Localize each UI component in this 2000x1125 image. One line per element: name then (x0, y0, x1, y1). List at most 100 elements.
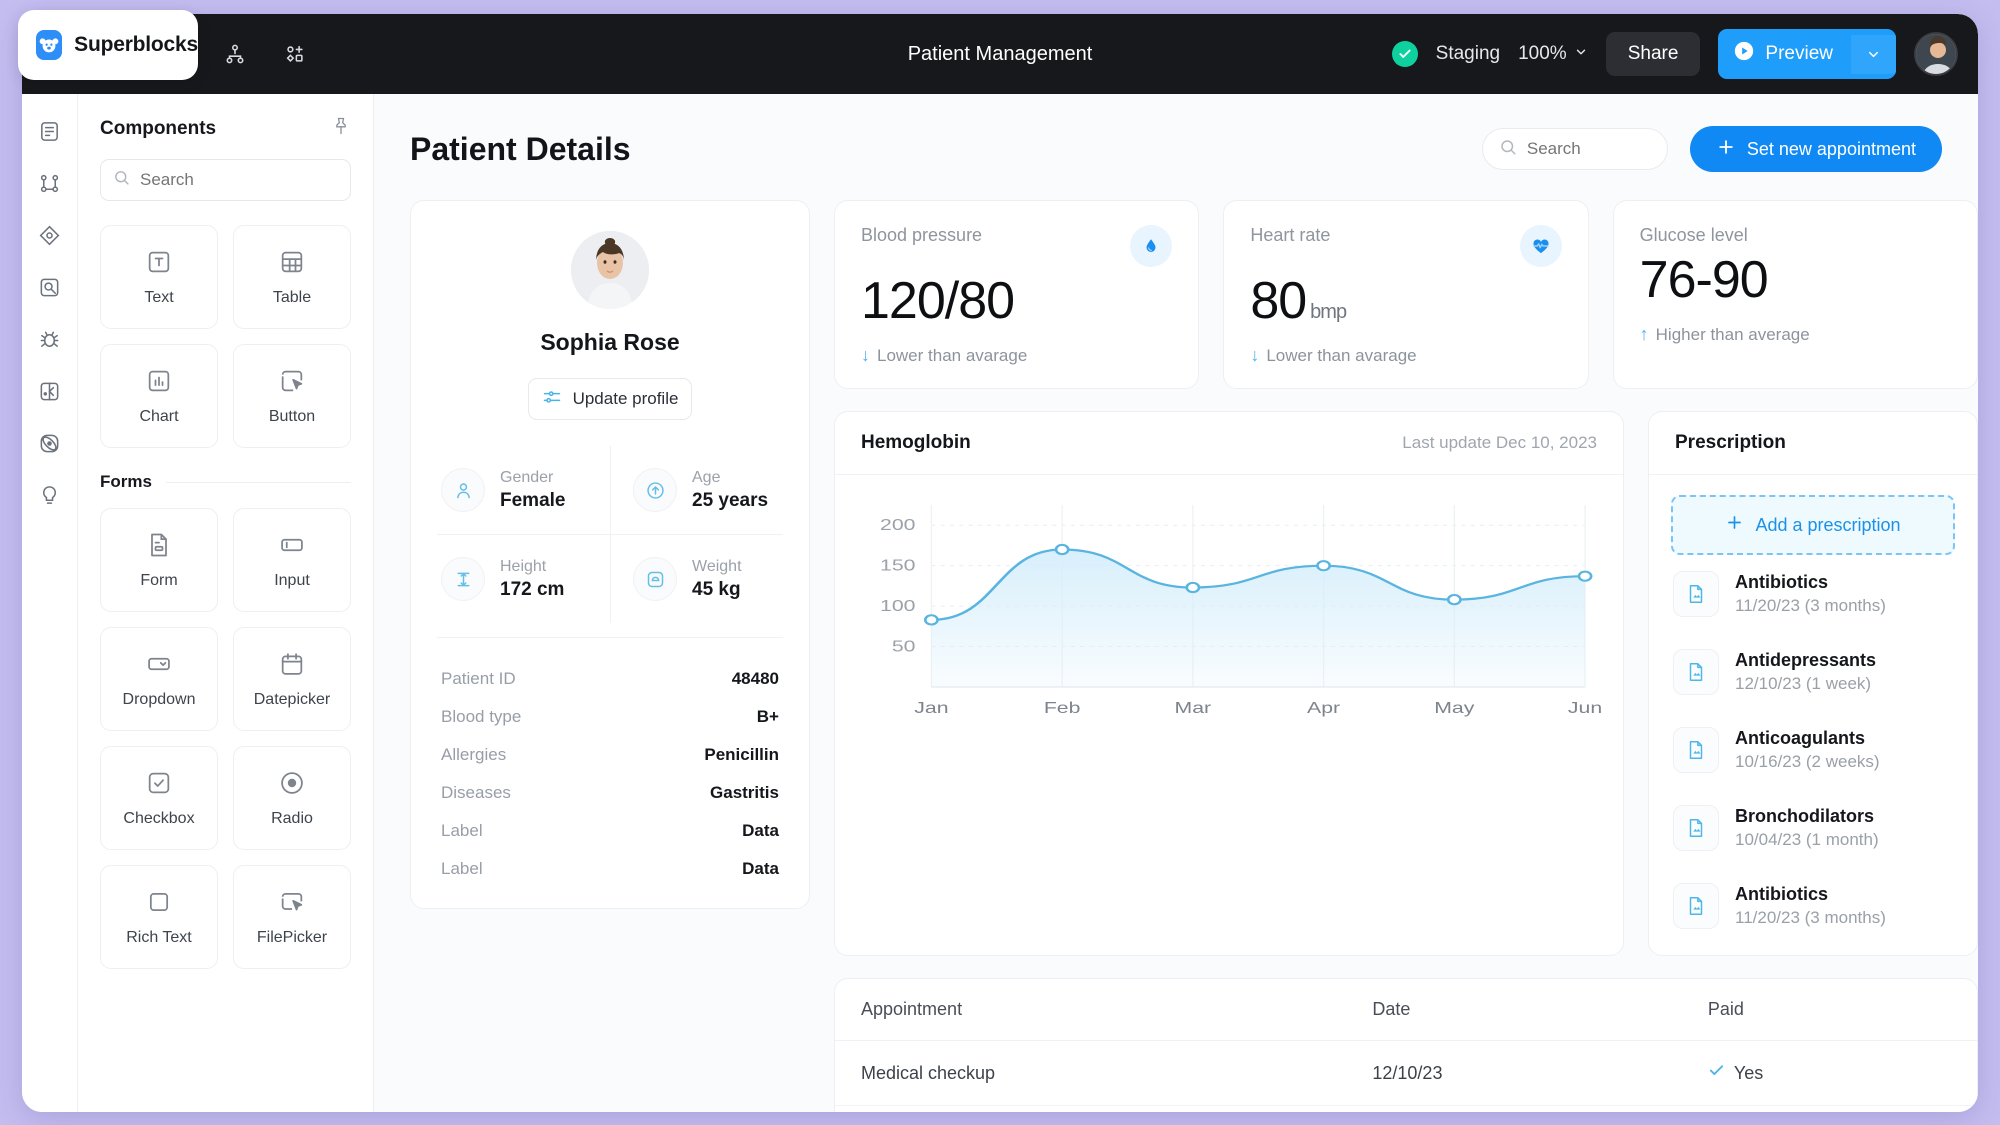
table-row[interactable]: Medical checkup 12/10/23 Yes (835, 1040, 1977, 1106)
theme-icon[interactable] (35, 376, 65, 406)
file-rx-icon (1673, 883, 1719, 929)
settings-sliders-icon (542, 387, 562, 412)
add-prescription-button[interactable]: Add a prescription (1671, 495, 1955, 555)
search-input-field[interactable] (1526, 139, 1651, 159)
components-grid-forms: Form Input Dropdown Datepicker Checkbox … (100, 508, 351, 969)
hemoglobin-card-header: Hemoglobin Last update Dec 10, 2023 (835, 412, 1623, 475)
bug-icon[interactable] (35, 324, 65, 354)
vital-number: 80 (1250, 272, 1307, 330)
set-new-appointment-button[interactable]: Set new appointment (1689, 126, 1942, 172)
list-item[interactable]: Antibiotics 11/20/23 (3 months) (1671, 867, 1955, 945)
component-text[interactable]: Text (100, 225, 218, 329)
svg-text:200: 200 (880, 516, 915, 534)
vital-value: 80 bmp (1250, 271, 1561, 331)
line-chart-svg: 50 100 150 200 Jan Feb Mar Apr May Jun (880, 505, 1602, 717)
cell-paid-label: Yes (1733, 1062, 1764, 1083)
update-profile-button[interactable]: Update profile (528, 378, 692, 420)
prescription-name: Bronchodilators (1735, 806, 1875, 826)
search-input[interactable] (1481, 128, 1668, 170)
component-search[interactable] (100, 159, 351, 201)
pin-icon[interactable] (331, 116, 351, 141)
info-label: Label (441, 821, 483, 840)
environment-label[interactable]: Staging (1435, 43, 1501, 64)
prescription-meta: 10/16/23 (2 weeks) (1735, 752, 1880, 771)
set-new-appointment-label: Set new appointment (1746, 138, 1916, 159)
add-component-icon[interactable] (278, 37, 312, 71)
stat-value: Female (500, 489, 566, 511)
table-row[interactable]: Screening 11/20/23 Yes (835, 1105, 1977, 1112)
info-value: Data (742, 859, 779, 878)
zoom-level-label: 100% (1518, 43, 1567, 64)
component-label: Checkbox (123, 809, 195, 827)
atom-icon[interactable] (35, 428, 65, 458)
patient-info-list: Patient ID 48480 Blood type B+ Allergies… (437, 637, 783, 888)
share-button[interactable]: Share (1605, 32, 1701, 76)
divider (165, 481, 351, 483)
blood-drop-icon (1130, 225, 1173, 267)
flow-icon[interactable] (35, 168, 65, 198)
top-bar-left-icons (22, 37, 312, 71)
component-dropdown[interactable]: Dropdown (100, 627, 218, 731)
preview-button[interactable]: Preview (1718, 29, 1851, 79)
forms-section-header: Forms (100, 472, 351, 492)
stat-label: Weight (692, 557, 742, 575)
info-row: Diseases Gastritis (437, 774, 783, 812)
component-table[interactable]: Table (233, 225, 351, 329)
canvas-header-actions: Set new appointment (1481, 126, 1942, 172)
heart-pulse-icon (1519, 225, 1562, 267)
zoom-control[interactable]: 100% (1518, 43, 1588, 65)
prescription-name: Anticoagulants (1735, 728, 1866, 748)
inspect-icon[interactable] (35, 272, 65, 302)
component-checkbox[interactable]: Checkbox (100, 746, 218, 850)
component-chart[interactable]: Chart (100, 344, 218, 448)
column-paid: Paid (1681, 979, 1977, 1041)
sitemap-icon[interactable] (218, 37, 252, 71)
patient-photo (571, 231, 649, 309)
info-row: Allergies Penicillin (437, 736, 783, 774)
vital-trend: ↓ Lower than avarage (861, 345, 1172, 366)
add-prescription-label: Add a prescription (1755, 514, 1901, 535)
play-circle-icon (1733, 40, 1755, 68)
vital-trend-label: Lower than avarage (877, 345, 1028, 365)
cell-paid: Yes (1681, 1040, 1977, 1106)
preview-dropdown-toggle[interactable] (1851, 34, 1896, 74)
component-label: FilePicker (256, 928, 328, 946)
stat-label: Height (500, 557, 547, 575)
file-rx-icon (1673, 649, 1719, 695)
list-item[interactable]: Antidepressants 12/10/23 (1 week) (1671, 633, 1955, 711)
info-row: Blood type B+ (437, 698, 783, 736)
file-rx-icon (1673, 727, 1719, 773)
component-label: Table (272, 288, 312, 306)
component-input[interactable]: Input (233, 508, 351, 612)
stat-gender: Gender Female (437, 446, 610, 534)
arrow-down-icon: ↓ (1250, 345, 1260, 365)
avatar[interactable] (1914, 32, 1958, 76)
pages-icon[interactable] (35, 116, 65, 146)
component-search-input[interactable] (140, 170, 338, 190)
superblocks-logo[interactable]: Superblocks (18, 10, 198, 80)
svg-text:Jan: Jan (914, 699, 948, 717)
component-button[interactable]: Button (233, 344, 351, 448)
component-form[interactable]: Form (100, 508, 218, 612)
cell-appointment: Medical checkup (835, 1040, 1347, 1106)
layers-icon[interactable] (35, 220, 65, 250)
list-item[interactable]: Bronchodilators 10/04/23 (1 month) (1671, 789, 1955, 867)
component-label: Form (140, 571, 178, 589)
component-radio[interactable]: Radio (233, 746, 351, 850)
list-item[interactable]: Anticoagulants 10/16/23 (2 weeks) (1671, 711, 1955, 789)
component-filepicker[interactable]: FilePicker (233, 865, 351, 969)
list-item[interactable]: Antibiotics 11/20/23 (3 months) (1671, 555, 1955, 633)
component-label: Button (268, 407, 316, 425)
vital-card-glucose-level: Glucose level 76-90 ↑ Higher than averag… (1612, 200, 1978, 389)
info-row: Label Data (437, 812, 783, 850)
component-datepicker[interactable]: Datepicker (233, 627, 351, 731)
component-rich-text[interactable]: Rich Text (100, 865, 218, 969)
prescription-list: Add a prescription Antibiotics 11/20/23 … (1649, 475, 1977, 955)
patient-stats: Gender Female Age 25 years (437, 446, 783, 623)
components-panel-header: Components (100, 116, 351, 141)
preview-button-group[interactable]: Preview (1718, 29, 1896, 79)
lightbulb-icon[interactable] (35, 480, 65, 510)
components-panel: Components Text Table Chart (78, 94, 374, 1112)
stat-weight: Weight 45 kg (610, 534, 783, 623)
check-icon (1708, 1062, 1725, 1084)
